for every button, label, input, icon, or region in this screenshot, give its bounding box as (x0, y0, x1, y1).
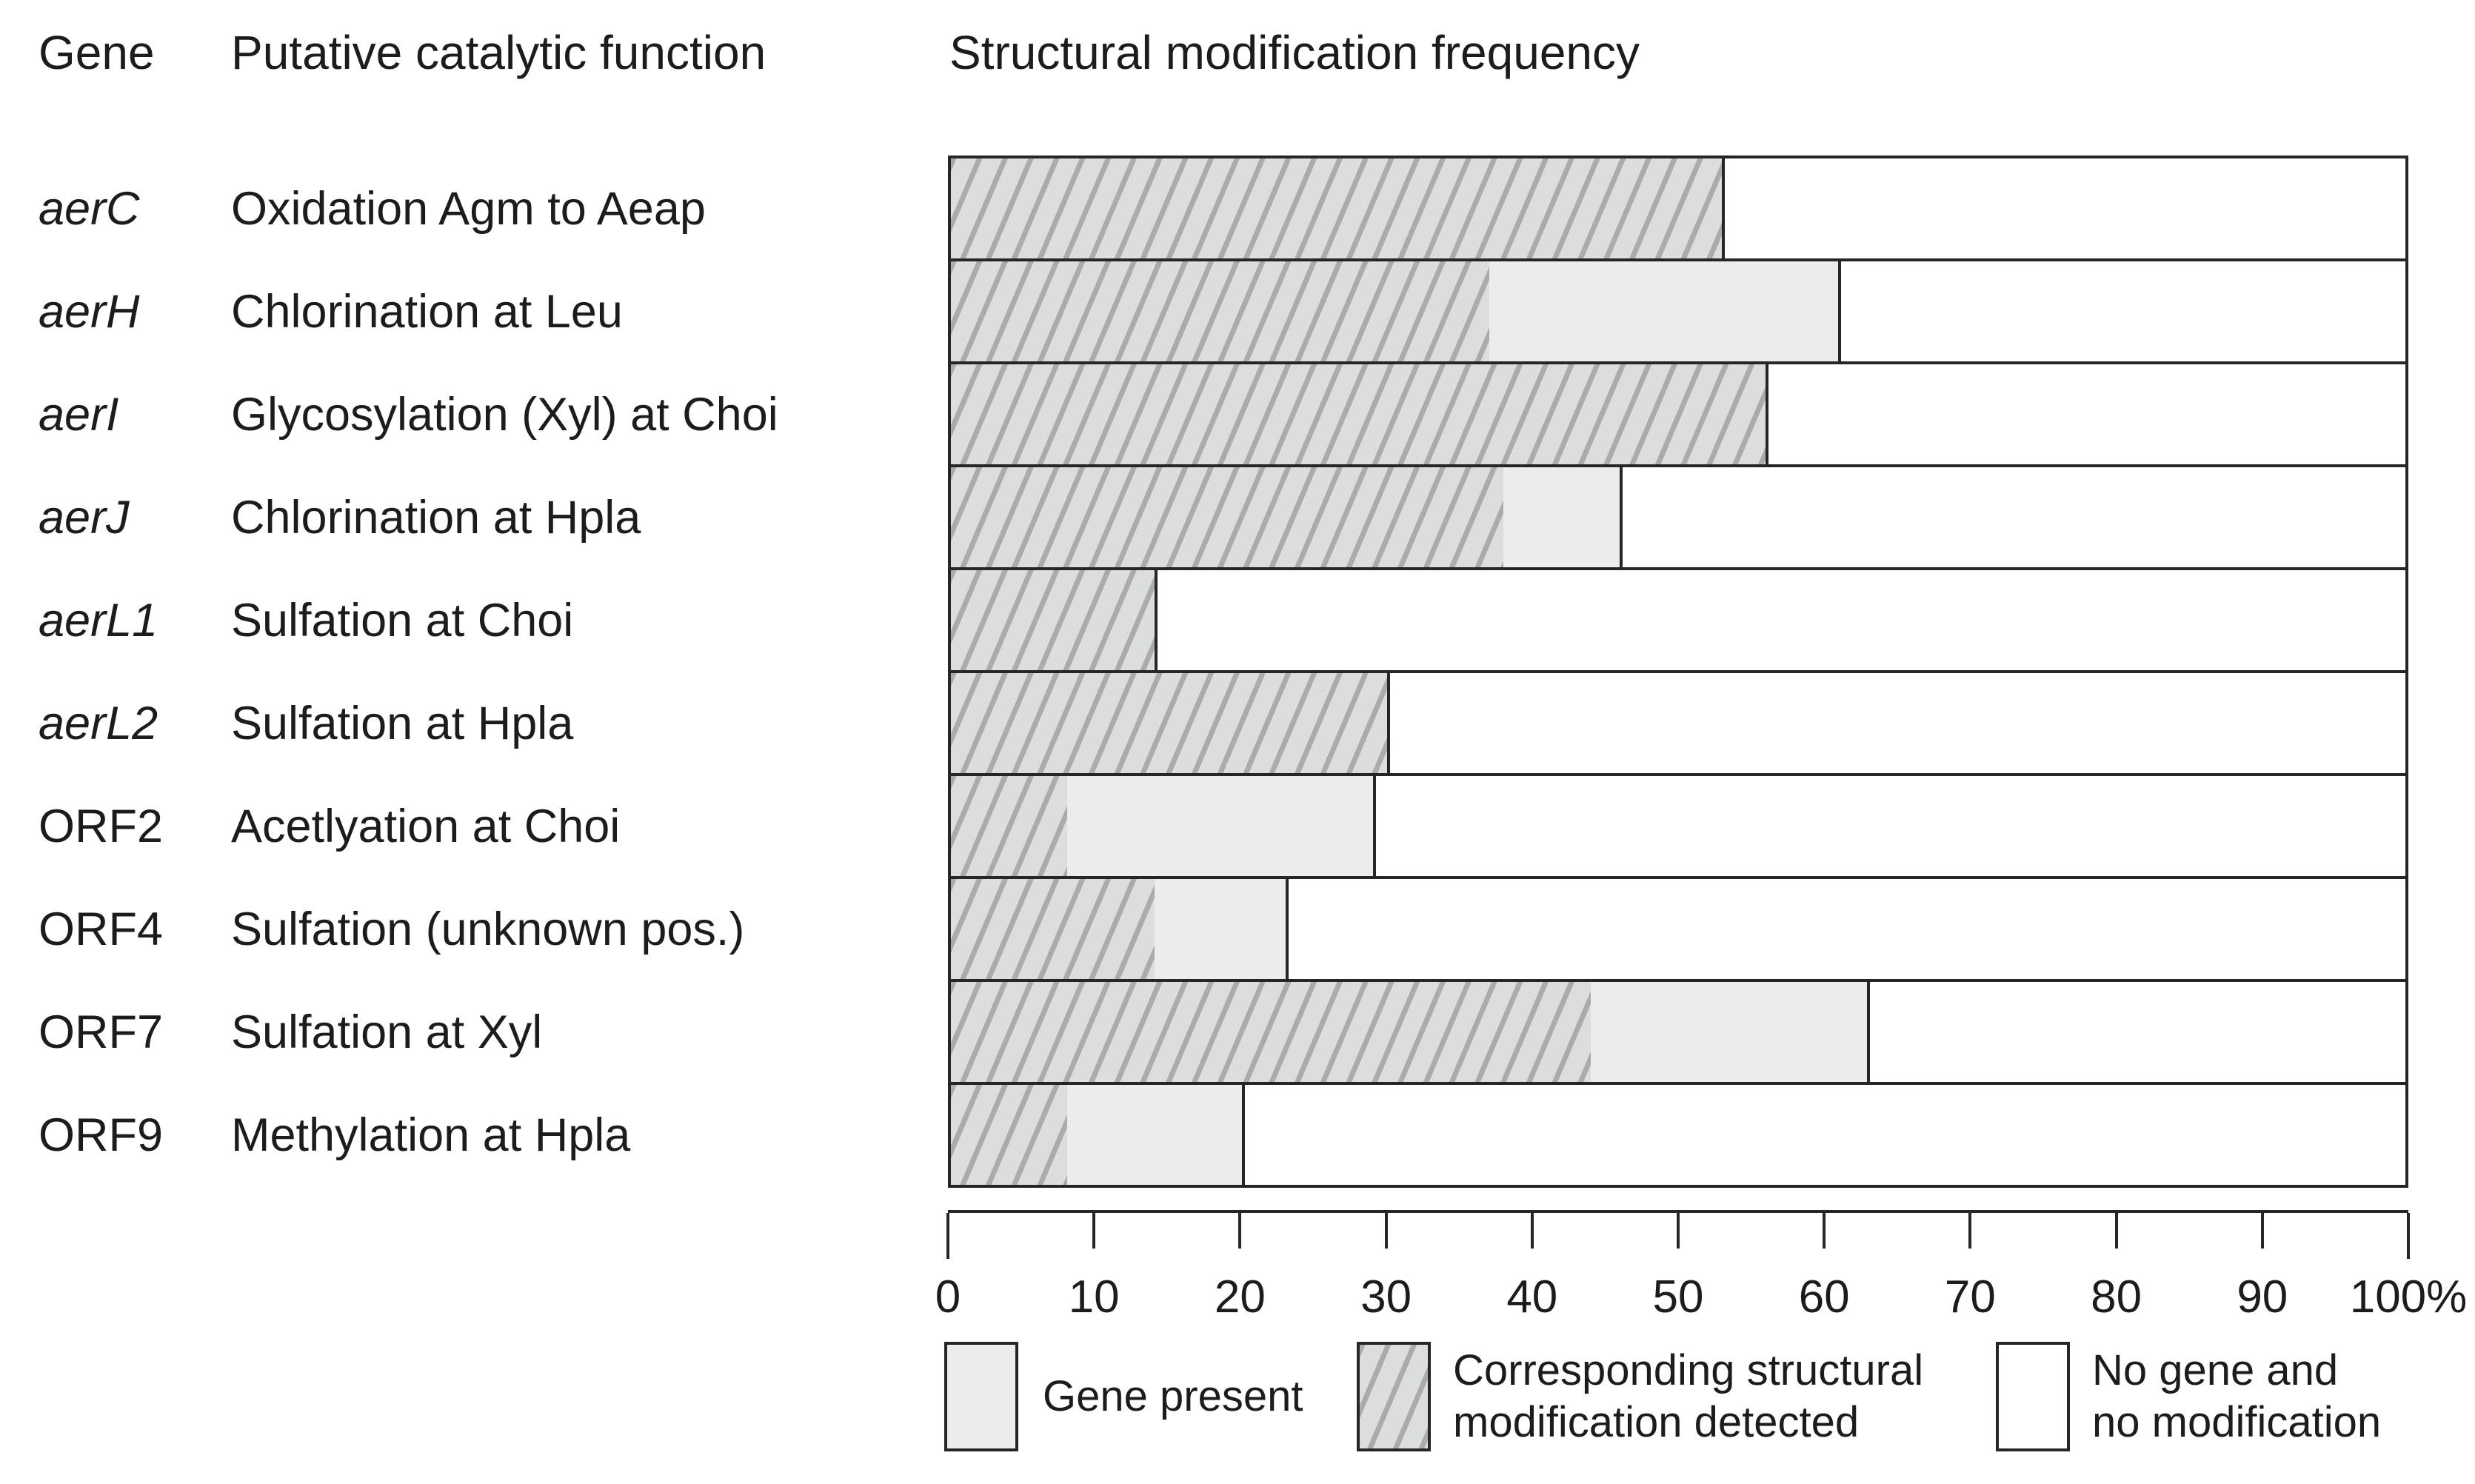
axis-tick-label: 50 (1652, 1271, 1704, 1323)
legend-label-line: modification detected (1453, 1398, 1860, 1446)
bar-segment-gene-present (951, 879, 1289, 979)
column-header-gene: Gene (39, 26, 155, 79)
bar-segment-gene-present (951, 776, 1376, 876)
table-row: ORF7 Sulfation at Xyl (0, 979, 2475, 1085)
axis-tick (1530, 1213, 1534, 1249)
bar-segment-modification-detected (951, 467, 1504, 567)
axis-tick-label: 20 (1214, 1271, 1266, 1323)
gene-name-label: aerJ (39, 491, 130, 544)
bar-segment-modification-detected (951, 879, 1155, 979)
legend-label-no-gene: No gene and no modification (2092, 1345, 2381, 1448)
axis-tick-label: 0 (935, 1271, 961, 1323)
bar-segment-modification-detected (951, 158, 1722, 258)
axis-tick-label: 80 (2091, 1271, 2142, 1323)
table-row: aerL1 Sulfation at Choi (0, 567, 2475, 673)
bar-segment-modification-detected (951, 1085, 1068, 1185)
bar-segment-gene-present (951, 261, 1842, 361)
function-label: Chlorination at Leu (231, 285, 623, 338)
function-label: Chlorination at Hpla (231, 491, 641, 544)
axis-tick-label: 100% (2349, 1271, 2468, 1323)
frequency-bar (948, 361, 2408, 467)
gene-name-label: aerH (39, 285, 140, 338)
legend-swatch-gene-present (944, 1342, 1018, 1451)
axis-tick-label: 10 (1068, 1271, 1120, 1323)
axis-tick (1823, 1213, 1826, 1249)
table-row: aerJ Chlorination at Hpla (0, 464, 2475, 570)
table-row: ORF4 Sulfation (unknown pos.) (0, 876, 2475, 982)
frequency-bar (948, 567, 2408, 673)
legend-swatch-no-gene (1996, 1342, 2070, 1451)
bar-segment-modification-detected (951, 570, 1155, 670)
gene-name-label: ORF4 (39, 903, 164, 955)
legend-label-gene-present: Gene present (1043, 1372, 1303, 1420)
legend-label-line: No gene and (2092, 1346, 2339, 1394)
column-header-chart: Structural modification frequency (949, 26, 1640, 79)
frequency-bar (948, 979, 2408, 1085)
bar-segment-modification-detected (951, 982, 1591, 1082)
gene-name-label: ORF2 (39, 800, 164, 852)
table-row: aerI Glycosylation (Xyl) at Choi (0, 361, 2475, 467)
function-label: Methylation at Hpla (231, 1109, 631, 1161)
bar-segment-gene-present (951, 158, 1725, 258)
bar-segment-gene-present (951, 1085, 1245, 1185)
table-row: ORF2 Acetlyation at Choi (0, 773, 2475, 879)
function-label: Sulfation at Hpla (231, 697, 574, 749)
axis-tick (1968, 1213, 1972, 1249)
legend-swatch-modification-detected (1357, 1342, 1431, 1451)
column-header-function: Putative catalytic function (231, 26, 766, 79)
bar-segment-gene-present (951, 673, 1391, 773)
bar-segment-gene-present (951, 467, 1623, 567)
legend-label-modification-detected: Corresponding structural modification de… (1453, 1345, 1923, 1448)
axis-tick-label: 90 (2237, 1271, 2288, 1323)
axis-tick (2407, 1213, 2410, 1259)
function-label: Sulfation at Xyl (231, 1006, 543, 1058)
gene-name-label: ORF7 (39, 1006, 164, 1058)
gene-name-label: aerI (39, 388, 119, 441)
axis-tick-label: 30 (1360, 1271, 1412, 1323)
gene-name-label: ORF9 (39, 1109, 164, 1161)
bar-segment-gene-present (951, 364, 1768, 464)
axis-tick (1677, 1213, 1680, 1249)
function-label: Glycosylation (Xyl) at Choi (231, 388, 778, 441)
x-axis: 0 10 20 30 40 50 60 70 80 90 100% (935, 1210, 2467, 1323)
bar-segment-gene-present (951, 570, 1158, 670)
axis-tick (1238, 1213, 1242, 1249)
axis-tick-label: 40 (1506, 1271, 1558, 1323)
axis-tick-label: 70 (1944, 1271, 1996, 1323)
frequency-bar (948, 156, 2408, 261)
table-row: aerC Oxidation Agm to Aeap (0, 156, 2475, 261)
bar-segment-modification-detected (951, 261, 1489, 361)
bar-segment-modification-detected (951, 673, 1388, 773)
function-label: Sulfation at Choi (231, 594, 574, 646)
axis-tick-label: 60 (1798, 1271, 1850, 1323)
table-row: aerH Chlorination at Leu (0, 258, 2475, 364)
table-row: ORF9 Methylation at Hpla (0, 1082, 2475, 1188)
axis-tick (2260, 1213, 2264, 1249)
function-label: Oxidation Agm to Aeap (231, 182, 706, 235)
axis-tick (2114, 1213, 2118, 1249)
bar-segment-gene-present (951, 982, 1871, 1082)
function-label: Sulfation (unknown pos.) (231, 903, 745, 955)
frequency-bar (948, 876, 2408, 982)
gene-name-label: aerC (39, 182, 140, 235)
table-row: aerL2 Sulfation at Hpla (0, 670, 2475, 776)
legend-label-line: Corresponding structural (1453, 1346, 1924, 1394)
gene-name-label: aerL1 (39, 594, 158, 646)
function-label: Acetlyation at Choi (231, 800, 621, 852)
bar-segment-modification-detected (951, 364, 1766, 464)
frequency-bar (948, 670, 2408, 776)
frequency-bar (948, 1082, 2408, 1188)
legend-label-line: no modification (2092, 1398, 2382, 1446)
bar-segment-modification-detected (951, 776, 1068, 876)
frequency-bar (948, 773, 2408, 879)
frequency-bar (948, 258, 2408, 364)
frequency-bar (948, 464, 2408, 570)
axis-tick (1384, 1213, 1388, 1249)
axis-tick (946, 1213, 949, 1259)
axis-tick (1092, 1213, 1096, 1249)
gene-name-label: aerL2 (39, 697, 158, 749)
